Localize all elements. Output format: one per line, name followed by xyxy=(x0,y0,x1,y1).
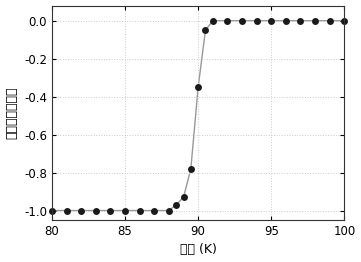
Y-axis label: 归一化的磁化率: 归一化的磁化率 xyxy=(5,86,18,139)
X-axis label: 温度 (K): 温度 (K) xyxy=(180,243,217,256)
